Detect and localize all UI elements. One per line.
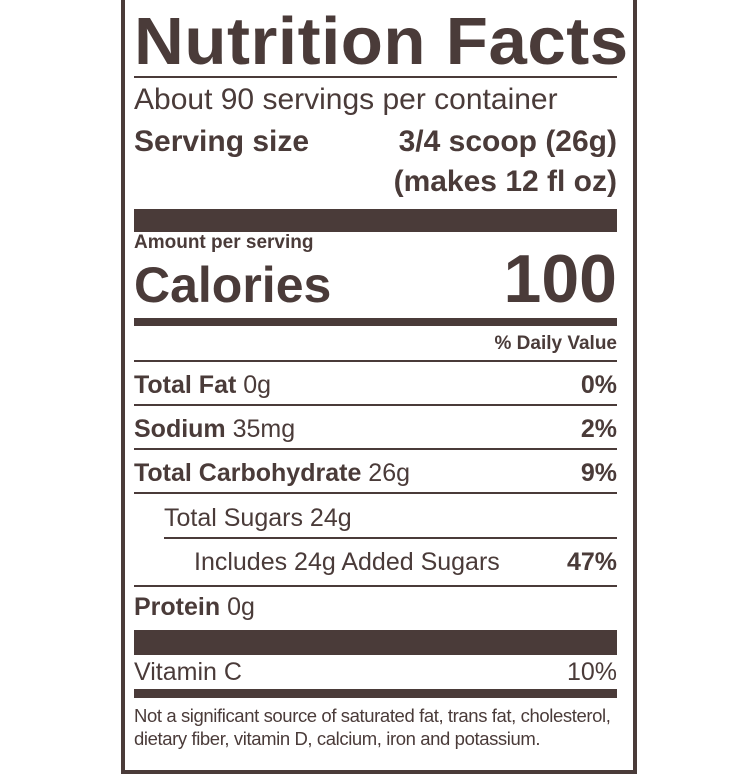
calories-label: Calories bbox=[134, 257, 332, 313]
daily-value-header: % Daily Value bbox=[494, 333, 617, 354]
footnote-line: dietary fiber, vitamin D, calcium, iron … bbox=[134, 728, 541, 749]
nutrient-amount: 0g bbox=[243, 371, 272, 399]
medium-divider bbox=[134, 318, 617, 326]
nutrient-row-total-sugars: Total Sugars 24g bbox=[164, 502, 617, 534]
nutrient-row-protein: Protein 0g bbox=[134, 591, 617, 623]
nutrient-dv: 9% bbox=[580, 459, 617, 487]
divider bbox=[134, 448, 617, 450]
nutrient-dv: 47% bbox=[566, 548, 617, 576]
nutrient-label: Total Sugars 24g bbox=[164, 504, 352, 532]
divider bbox=[134, 404, 617, 406]
footnote-line: Not a significant source of saturated fa… bbox=[134, 705, 611, 726]
nutrient-amount: 26g bbox=[368, 459, 411, 487]
serving-size-value: 3/4 scoop (26g) bbox=[398, 125, 617, 158]
nutrient-label: Protein bbox=[134, 593, 221, 621]
serving-size-label: Serving size bbox=[134, 125, 310, 158]
nutrient-row-sodium: Sodium 35mg 2% bbox=[134, 413, 617, 445]
divider bbox=[164, 537, 617, 539]
nutrient-row-total-carbohydrate: Total Carbohydrate 26g 9% bbox=[134, 457, 617, 489]
divider bbox=[134, 492, 617, 494]
nutrient-dv: 0% bbox=[580, 371, 617, 399]
serving-size-note: (makes 12 fl oz) bbox=[393, 165, 617, 198]
nutrient-amount: 0g bbox=[227, 593, 255, 621]
footnote: Not a significant source of saturated fa… bbox=[134, 704, 617, 750]
nutrient-amount: 35mg bbox=[232, 415, 296, 443]
vitamin-dv: 10% bbox=[566, 658, 617, 686]
divider bbox=[134, 360, 617, 362]
thick-divider bbox=[134, 630, 617, 655]
nutrient-label: Total Carbohydrate bbox=[134, 459, 362, 487]
nutrient-label: Sodium bbox=[134, 415, 226, 443]
nutrient-row-added-sugars: Includes 24g Added Sugars 47% bbox=[194, 546, 617, 578]
divider bbox=[134, 585, 617, 587]
nutrient-label: Total Fat bbox=[134, 371, 237, 399]
thick-divider bbox=[134, 209, 617, 232]
calories-value: 100 bbox=[503, 241, 617, 317]
serving-size: Serving size 3/4 scoop (26g) bbox=[134, 124, 617, 160]
nutrient-row-total-fat: Total Fat 0g 0% bbox=[134, 369, 617, 401]
servings-per-container: About 90 servings per container bbox=[134, 83, 558, 116]
divider bbox=[134, 76, 617, 78]
nutrient-dv: 2% bbox=[580, 415, 617, 443]
label-title: Nutrition Facts bbox=[134, 4, 629, 79]
vitamin-label: Vitamin C bbox=[134, 658, 242, 686]
nutrient-label: Includes 24g Added Sugars bbox=[194, 548, 500, 576]
vitamin-row-vitamin-c: Vitamin C 10% bbox=[134, 656, 617, 688]
medium-divider bbox=[134, 689, 617, 698]
calories-row: Calories 100 bbox=[134, 244, 617, 320]
amount-per-serving: Amount per serving bbox=[134, 232, 314, 253]
